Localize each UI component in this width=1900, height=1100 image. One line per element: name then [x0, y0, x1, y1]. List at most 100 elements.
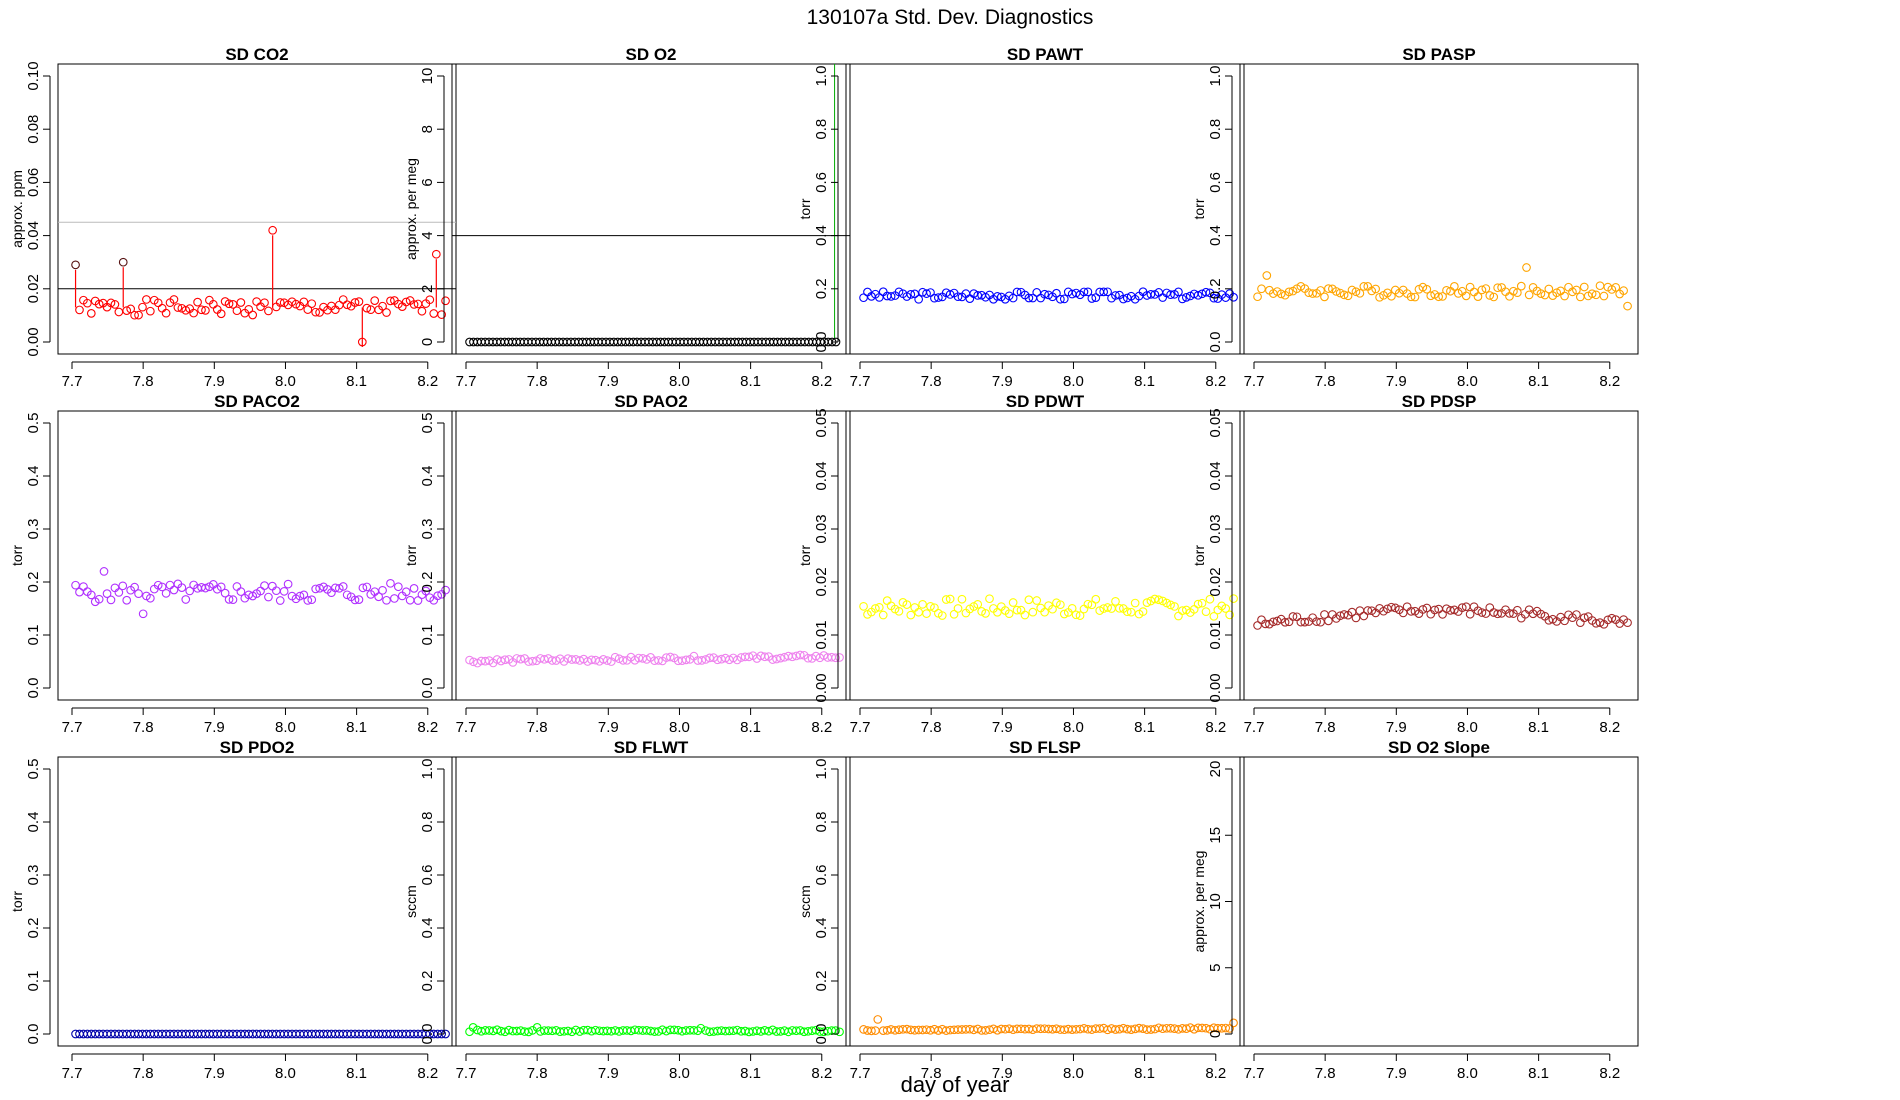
x-tick-label: 8.2 [417, 719, 438, 736]
data-point [1587, 289, 1597, 299]
data-point [409, 300, 419, 309]
data-point [275, 298, 285, 307]
data-point [859, 601, 868, 611]
data-point [71, 260, 80, 270]
y-axis-label: approx. per meg [403, 158, 419, 260]
data-point [354, 595, 364, 604]
data-point [86, 309, 96, 318]
series-segment [436, 254, 441, 314]
plot-frame [57, 756, 457, 1047]
data-point [1575, 292, 1585, 302]
plot-frame [845, 410, 1245, 701]
data-point [1438, 292, 1447, 301]
data-point [197, 305, 206, 315]
data-point [283, 579, 293, 589]
data-point [787, 652, 797, 662]
data-point [1387, 602, 1396, 612]
data-point [1091, 594, 1101, 604]
data-point [122, 306, 132, 315]
data-point [248, 310, 258, 320]
y-tick-label: 0.00 [813, 673, 830, 702]
series-segment [362, 308, 367, 342]
data-point [1398, 608, 1408, 618]
panel-title: SD PDWT [1006, 392, 1085, 411]
x-tick-label: 7.9 [992, 719, 1013, 736]
x-tick-label: 7.9 [1386, 373, 1407, 390]
data-point [1493, 609, 1503, 619]
plot-frame [451, 756, 851, 1047]
data-point [145, 593, 155, 603]
x-tick-label: 8.1 [740, 373, 761, 390]
data-point [1099, 287, 1109, 297]
data-point [1351, 287, 1361, 297]
data-point [1126, 607, 1136, 617]
y-tick-label: 1.0 [1207, 66, 1224, 87]
data-point [1316, 286, 1325, 295]
data-point [1052, 288, 1061, 298]
x-tick-label: 7.9 [992, 1065, 1013, 1082]
x-tick-label: 7.7 [62, 373, 83, 390]
data-point [465, 655, 474, 665]
plot-frame [57, 63, 457, 355]
data-point [1253, 292, 1262, 302]
data-point [201, 583, 210, 593]
data-point [75, 587, 84, 597]
y-tick-label: 10 [1207, 893, 1224, 910]
x-tick-label: 7.7 [850, 373, 871, 390]
x-tick-label: 7.9 [204, 719, 225, 736]
data-point [468, 1023, 478, 1032]
x-tick-label: 8.1 [1134, 1065, 1155, 1082]
data-point [1410, 292, 1420, 302]
data-point [1111, 291, 1120, 300]
data-point [1387, 291, 1396, 301]
x-tick-label: 7.9 [598, 373, 619, 390]
data-point [1351, 613, 1361, 623]
data-point [1071, 610, 1081, 620]
data-point [177, 583, 187, 592]
data-point [437, 310, 446, 319]
x-tick-label: 7.8 [1315, 1065, 1336, 1082]
x-tick-label: 8.1 [1528, 373, 1549, 390]
data-point [1268, 617, 1278, 627]
data-point [650, 1027, 659, 1036]
series-segment [119, 262, 123, 312]
data-point [516, 654, 526, 664]
data-point [776, 653, 785, 663]
plot-frame [451, 63, 851, 355]
x-tick-label: 8.1 [1528, 719, 1549, 736]
data-point [811, 1025, 821, 1035]
data-point [1276, 289, 1286, 299]
y-tick-label: 0.4 [419, 918, 436, 939]
data-point [874, 602, 884, 612]
data-point [431, 249, 441, 259]
data-point [417, 306, 427, 316]
data-point [311, 584, 321, 594]
x-tick-label: 8.0 [1063, 1065, 1084, 1082]
data-point [981, 1026, 990, 1035]
data-point [271, 586, 281, 596]
data-point [118, 581, 128, 591]
data-point [1262, 271, 1272, 280]
y-tick-label: 5 [1207, 964, 1224, 972]
y-tick-label: 0.2 [419, 971, 436, 992]
data-point [236, 298, 246, 307]
data-point [1599, 291, 1609, 301]
data-point [224, 299, 234, 309]
panel-sd-o2: SD O2 7.7 7.8 7.9 8.0 8.1 8.2 0 2 4 6 8 10 approx. pe… [403, 45, 851, 390]
y-tick-label: 10 [419, 68, 436, 85]
data-point [918, 599, 927, 609]
x-tick-label: 8.2 [811, 1065, 832, 1082]
data-point [1595, 618, 1605, 627]
data-point [79, 582, 88, 591]
x-tick-label: 7.8 [921, 719, 942, 736]
data-point [618, 656, 628, 665]
data-point [1552, 288, 1562, 298]
y-tick-label: 0.0 [813, 332, 830, 353]
data-point [867, 1026, 876, 1036]
data-point [697, 656, 707, 665]
data-point [1020, 610, 1030, 620]
panel-title: SD PASP [1402, 45, 1475, 64]
x-tick-label: 8.0 [1063, 719, 1084, 736]
data-point [357, 337, 367, 347]
data-point [1461, 291, 1471, 301]
